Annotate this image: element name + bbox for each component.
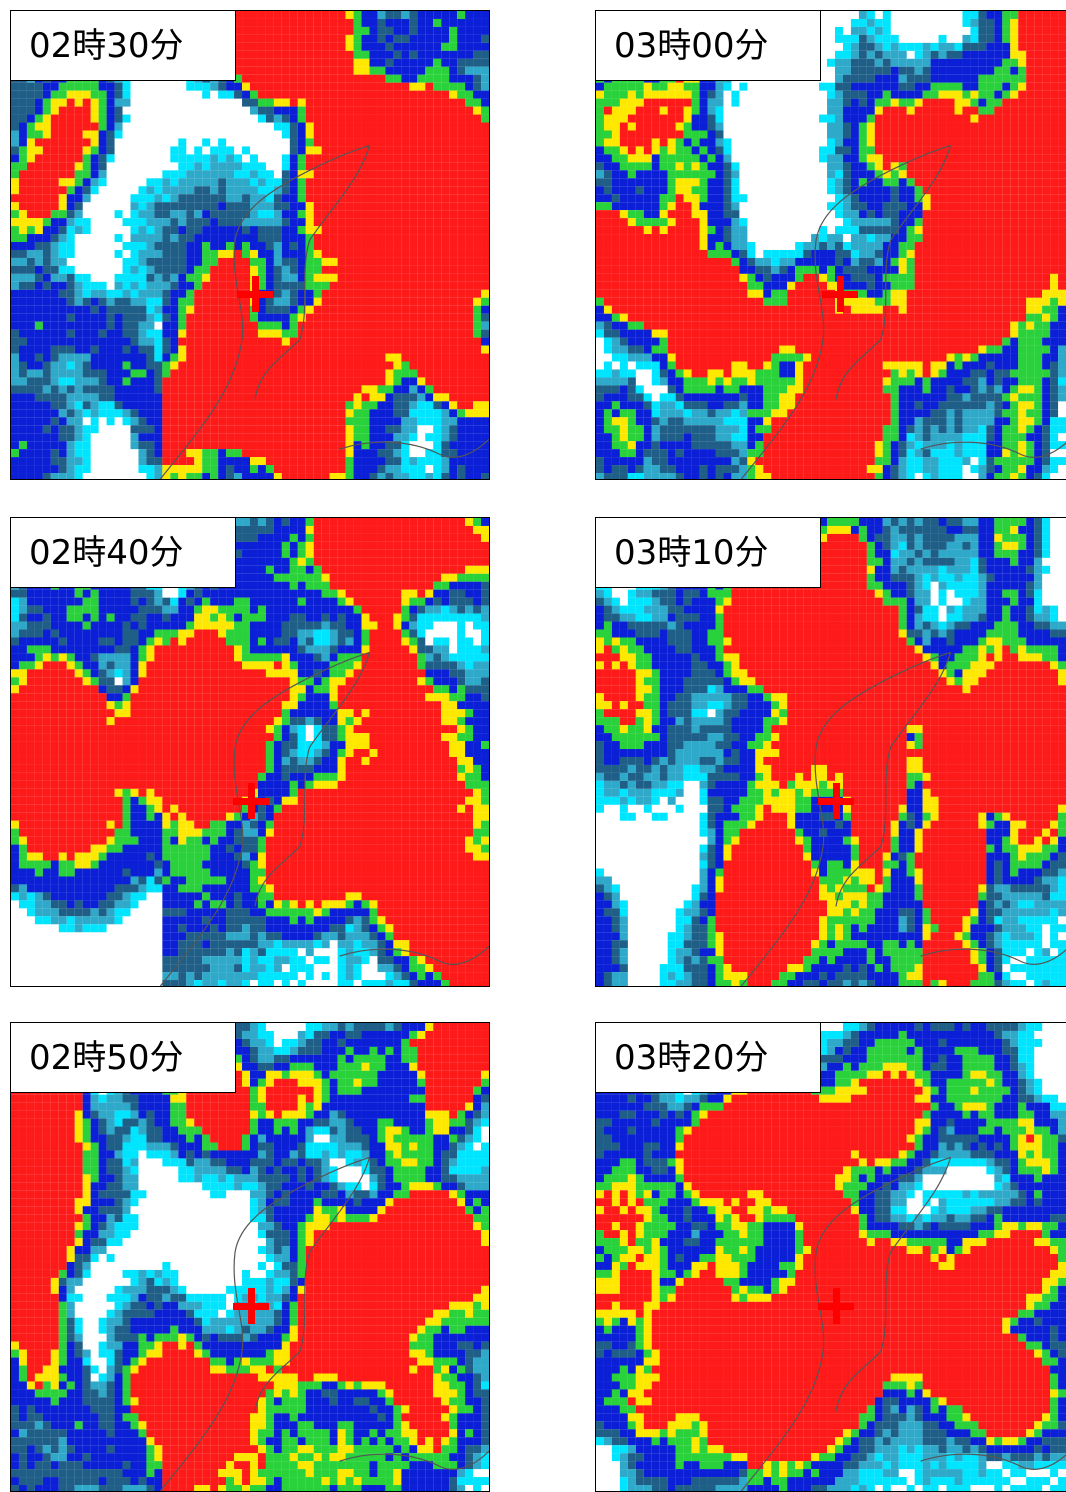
red-cross-marker (233, 783, 269, 819)
echo-cells (596, 11, 1066, 479)
echo-cells (11, 518, 489, 986)
radar-map (596, 518, 1066, 986)
echo-cells (596, 518, 1066, 986)
echo-cells (11, 11, 489, 479)
time-label: 03時20分 (596, 1023, 821, 1093)
panel-0250: 02時50分 (10, 1022, 490, 1492)
red-cross-marker (233, 1288, 269, 1324)
radar-map (596, 11, 1066, 479)
time-label: 02時50分 (11, 1023, 236, 1093)
time-label: 03時00分 (596, 11, 821, 81)
panel-0240: 02時40分 (10, 517, 490, 987)
red-cross-marker (822, 276, 858, 312)
time-label: 02時40分 (11, 518, 236, 588)
red-cross-marker (237, 276, 273, 312)
echo-cells (596, 1023, 1066, 1491)
radar-map (596, 1023, 1066, 1491)
radar-map (11, 1023, 489, 1491)
panel-0310: 03時10分 (595, 517, 1066, 987)
red-cross-marker (818, 1288, 854, 1324)
radar-map (11, 518, 489, 986)
panel-0230: 02時30分 (10, 10, 490, 480)
time-label: 03時10分 (596, 518, 821, 588)
panel-0300: 03時00分 (595, 10, 1066, 480)
panel-0320: 03時20分 (595, 1022, 1066, 1492)
time-label: 02時30分 (11, 11, 236, 81)
red-cross-marker (818, 783, 854, 819)
radar-map (11, 11, 489, 479)
echo-cells (11, 1023, 489, 1491)
